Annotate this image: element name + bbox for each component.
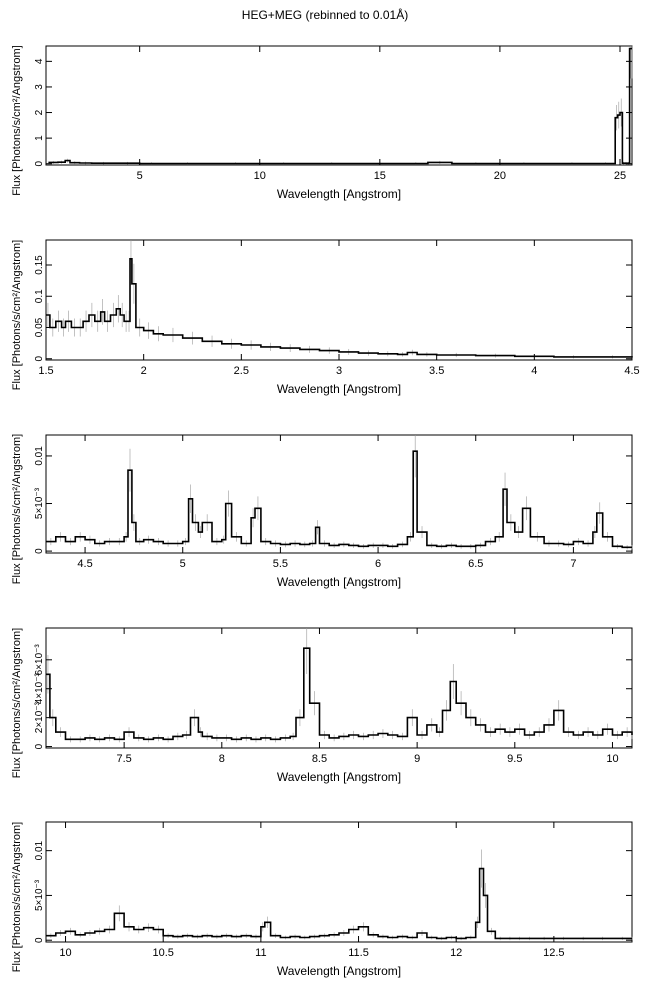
y-tick-label: 0 (34, 356, 45, 362)
x-tick-label: 4 (531, 365, 537, 377)
x-tick-label: 3.5 (429, 365, 444, 377)
y-tick-label: 5×10⁻³ (34, 487, 45, 519)
y-axis-label: Flux [Photons/s/cm²/Angstrom] (11, 240, 23, 390)
y-tick-label: 5×10⁻³ (34, 879, 45, 911)
y-axis-label: Flux [Photons/s/cm²/Angstrom] (11, 822, 23, 972)
x-tick-label: 10 (606, 753, 618, 765)
spectrum-series-1 (46, 647, 633, 741)
y-tick-label: 0 (34, 743, 45, 749)
x-tick-label: 8 (219, 753, 225, 765)
y-tick-label: 6×10⁻³ (34, 644, 45, 676)
chart-panel-5: 10 10.5 11 11.5 12 12.5 0 5×10⁻³ 0.01 Wavelength … (11, 821, 633, 978)
x-tick-label: 2 (141, 365, 147, 377)
y-tick-label: 0 (34, 937, 45, 943)
x-axis-label: Wavelength [Angstrom] (277, 964, 401, 978)
plot-frame (45, 627, 633, 749)
y-tick-label: 2×10⁻³ (34, 701, 45, 733)
x-tick-label: 12 (450, 947, 462, 959)
y-tick-label: 0.05 (34, 317, 45, 337)
y-tick-label: 2 (34, 109, 45, 115)
y-tick-label: 0.1 (34, 289, 45, 303)
x-tick-label: 11 (255, 947, 266, 959)
x-tick-label: 4.5 (77, 558, 92, 570)
x-tick-label: 10 (254, 170, 266, 182)
x-tick-label: 4.5 (624, 365, 639, 377)
y-tick-label: 0.15 (34, 255, 45, 275)
chart-panel-3: 4.5 5 5.5 6 6.5 7 0 5×10⁻³ 0.01 Wavelength [Angst… (11, 434, 633, 589)
x-tick-label: 9 (414, 753, 420, 765)
spectrum-series-1 (46, 867, 632, 940)
y-tick-label: 0.01 (34, 446, 45, 466)
plot-frame (45, 45, 633, 166)
y-tick-label: 0.01 (34, 840, 45, 860)
y-axis-label: Flux [Photons/s/cm²/Angstrom] (11, 628, 23, 778)
x-tick-label: 1.5 (38, 365, 53, 377)
spectrum-series-1 (46, 258, 633, 358)
x-axis-label: Wavelength [Angstrom] (277, 770, 401, 784)
x-tick-label: 5 (180, 558, 186, 570)
x-axis-label: Wavelength [Angstrom] (277, 187, 401, 201)
spectrum-series-1 (46, 450, 632, 549)
y-tick-label: 4 (34, 58, 45, 64)
spectrum-series-1 (48, 47, 632, 165)
page-title: HEG+MEG (rebinned to 0.01Å) (241, 8, 409, 22)
chart-panel-1: 5 10 15 20 25 0 1 2 3 4 Wavelength [Angstrom] Flux … (11, 45, 633, 201)
x-tick-label: 20 (494, 170, 506, 182)
x-tick-label: 6.5 (468, 558, 483, 570)
plot-frame (45, 434, 633, 554)
y-tick-label: 0 (34, 161, 45, 167)
x-tick-label: 7 (570, 558, 576, 570)
y-axis-label: Flux [Photons/s/cm²/Angstrom] (11, 434, 23, 584)
x-tick-label: 10 (59, 947, 71, 959)
x-tick-label: 5 (137, 170, 143, 182)
x-tick-label: 6 (375, 558, 381, 570)
chart-panel-2: 1.5 2 2.5 3 3.5 4 4.5 0 0.05 0.1 0.15 Wavelength [A… (11, 239, 640, 396)
x-tick-label: 10.5 (152, 947, 173, 959)
y-tick-label: 0 (34, 548, 45, 554)
chart-panel-4: 7.5 8 8.5 9 9.5 10 0 2×10⁻³4×10⁻³6×10⁻³ Waveleng… (11, 627, 633, 784)
y-tick-label: 1 (34, 135, 45, 141)
x-tick-label: 11.5 (348, 947, 369, 959)
y-tick-label: 3 (34, 84, 45, 90)
x-tick-label: 2.5 (234, 365, 249, 377)
x-tick-label: 15 (374, 170, 386, 182)
y-axis-label: Flux [Photons/s/cm²/Angstrom] (11, 45, 23, 195)
x-tick-label: 7.5 (116, 753, 131, 765)
x-tick-label: 3 (336, 365, 342, 377)
y-tick-label: 4×10⁻³ (34, 672, 45, 704)
x-tick-label: 5.5 (273, 558, 288, 570)
x-tick-label: 25 (614, 170, 626, 182)
x-tick-label: 8.5 (312, 753, 327, 765)
x-tick-label: 12.5 (543, 947, 564, 959)
x-tick-label: 9.5 (507, 753, 522, 765)
plot-frame (45, 821, 633, 943)
x-axis-label: Wavelength [Angstrom] (277, 575, 401, 589)
x-axis-label: Wavelength [Angstrom] (277, 382, 401, 396)
